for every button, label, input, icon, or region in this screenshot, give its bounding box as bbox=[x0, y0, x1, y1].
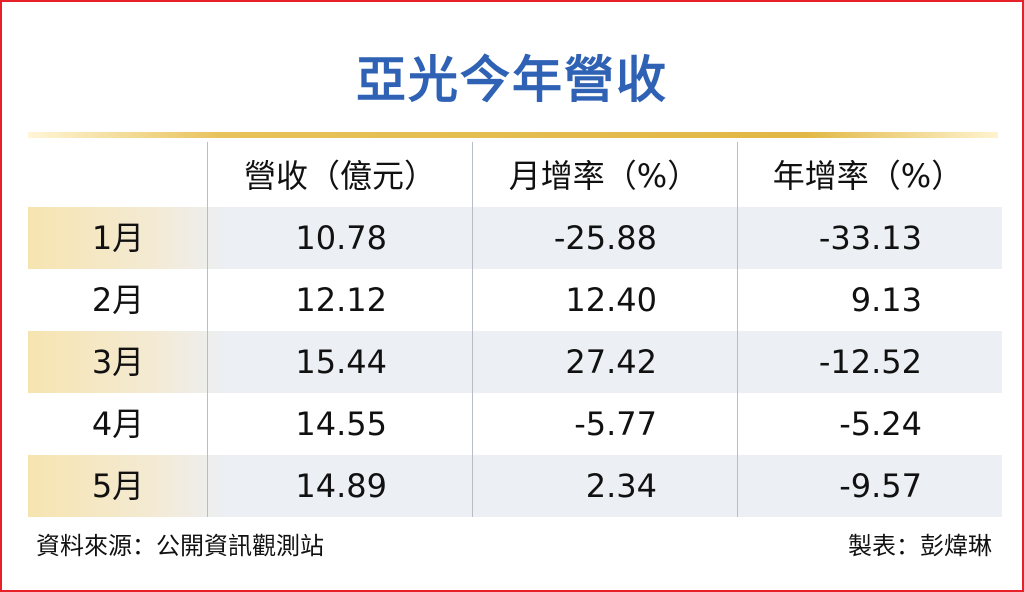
cell-value: -12.52 bbox=[818, 343, 922, 381]
column-divider bbox=[207, 142, 208, 517]
row-label: 5月 bbox=[91, 467, 145, 505]
column-header: 營收（億元） bbox=[243, 157, 436, 195]
cell-value: -5.24 bbox=[839, 405, 922, 443]
cell-value: 10.78 bbox=[295, 219, 387, 257]
row-label: 3月 bbox=[91, 343, 145, 381]
credit-note: 製表：彭煒琳 bbox=[848, 532, 992, 560]
column-divider bbox=[737, 142, 738, 517]
cell-value: -25.88 bbox=[553, 219, 657, 257]
column-header: 月增率（%） bbox=[508, 157, 700, 195]
cell-value: -9.57 bbox=[839, 467, 922, 505]
row-label: 1月 bbox=[91, 219, 145, 257]
table-row bbox=[28, 331, 1002, 393]
cell-value: 9.13 bbox=[850, 281, 922, 319]
cell-value: 14.55 bbox=[295, 405, 387, 443]
cell-value: -33.13 bbox=[818, 219, 922, 257]
title: 亞光今年營收 bbox=[356, 51, 668, 109]
column-divider bbox=[472, 142, 473, 517]
table-row bbox=[28, 207, 1002, 269]
cell-value: 27.42 bbox=[565, 343, 657, 381]
source-note: 資料來源：公開資訊觀測站 bbox=[36, 532, 324, 560]
cell-value: 14.89 bbox=[295, 467, 387, 505]
cell-value: -5.77 bbox=[574, 405, 657, 443]
row-label: 4月 bbox=[91, 405, 145, 443]
cell-value: 12.40 bbox=[565, 281, 657, 319]
cell-value: 15.44 bbox=[295, 343, 387, 381]
cell-value: 2.34 bbox=[585, 467, 657, 505]
column-header: 年增率（%） bbox=[772, 157, 964, 195]
cell-value: 12.12 bbox=[295, 281, 387, 319]
row-label: 2月 bbox=[91, 281, 145, 319]
gold-rule bbox=[28, 132, 998, 138]
table-row bbox=[28, 455, 1002, 517]
